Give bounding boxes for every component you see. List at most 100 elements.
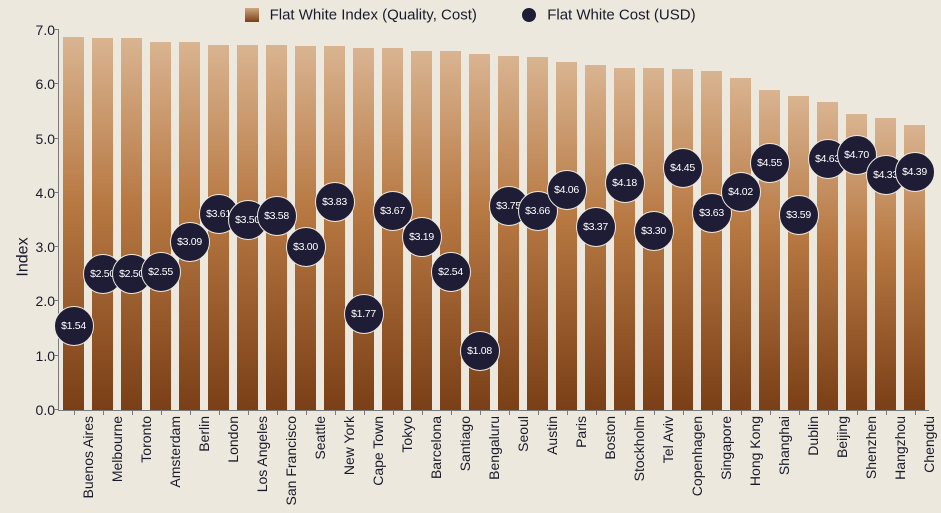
x-tick-label: San Francisco — [283, 416, 299, 505]
cost-dot: $3.59 — [779, 195, 819, 235]
x-tick-label: Melbourne — [109, 416, 125, 482]
cost-dot: $1.54 — [54, 306, 94, 346]
cost-dot: $4.39 — [895, 152, 935, 192]
index-bar — [63, 37, 83, 410]
cost-dot: $4.45 — [663, 148, 703, 188]
cost-dot-label: $1.08 — [467, 345, 492, 357]
cost-dot-label: $4.02 — [728, 186, 753, 198]
x-tick-label: Boston — [602, 416, 618, 460]
x-tick-label: Austin — [544, 416, 560, 455]
x-tick-label: Buenos Aires — [80, 416, 96, 499]
cost-dot: $3.58 — [257, 196, 297, 236]
cost-dot-label: $3.67 — [380, 205, 405, 217]
cost-dot: $3.83 — [315, 182, 355, 222]
x-tick-label: Dublin — [805, 416, 821, 456]
index-bar — [150, 42, 170, 410]
x-tick-label: Paris — [573, 416, 589, 448]
x-tick-label: London — [225, 416, 241, 463]
x-tick-label: Toronto — [138, 416, 154, 463]
cost-dot-label: $4.45 — [670, 162, 695, 174]
x-tick-label: Stockholm — [631, 416, 647, 481]
cost-dot-label: $3.30 — [641, 225, 666, 237]
x-tick-label: Hangzhou — [892, 416, 908, 480]
cost-dot: $2.55 — [141, 252, 181, 292]
cost-dot: $4.18 — [605, 163, 645, 203]
cost-dot-label: $4.06 — [554, 184, 579, 196]
index-bar — [440, 51, 460, 410]
legend-dot-label: Flat White Cost (USD) — [547, 7, 695, 24]
cost-dot: $4.02 — [721, 172, 761, 212]
index-bar — [672, 69, 692, 410]
cost-dot-label: $3.09 — [177, 236, 202, 248]
x-tick-label: Cape Town — [370, 416, 386, 486]
cost-dot-label: $3.59 — [786, 209, 811, 221]
cost-dot-label: $4.55 — [757, 157, 782, 169]
cost-dot: $3.00 — [286, 227, 326, 267]
cost-dot-label: $4.39 — [902, 166, 927, 178]
cost-dot: $4.06 — [547, 170, 587, 210]
x-tick-label: Berlin — [196, 416, 212, 452]
cost-dot-label: $3.63 — [699, 207, 724, 219]
x-tick-label: Chengdu — [921, 416, 937, 473]
index-bar — [121, 38, 141, 410]
cost-dot-label: $3.83 — [322, 196, 347, 208]
cost-dot-label: $4.18 — [612, 177, 637, 189]
index-bar — [556, 62, 576, 411]
cost-dot: $3.37 — [576, 207, 616, 247]
y-tick-label: 2.0 — [23, 293, 55, 309]
index-bar — [701, 71, 721, 410]
y-tick-label: 3.0 — [23, 239, 55, 255]
cost-dot: $2.54 — [431, 252, 471, 292]
legend: Flat White Index (Quality, Cost) Flat Wh… — [0, 6, 941, 24]
x-tick-label: Tel Aviv — [660, 416, 676, 463]
index-bar — [498, 56, 518, 410]
legend-bar-swatch — [245, 8, 259, 22]
cost-dot-label: $3.37 — [583, 221, 608, 233]
x-tick-label: Copenhagen — [689, 416, 705, 496]
x-tick-label: Shenzhen — [863, 416, 879, 479]
cost-dot-label: $1.77 — [351, 308, 376, 320]
cost-dot-label: $3.66 — [525, 205, 550, 217]
x-tick-label: Seattle — [312, 416, 328, 460]
x-tick-label: Bengaluru — [486, 416, 502, 480]
x-tick-label: Santiago — [457, 416, 473, 471]
legend-dot-swatch — [521, 7, 537, 23]
y-tick-label: 0.0 — [23, 402, 55, 418]
x-tick-label: Seoul — [515, 416, 531, 452]
x-tick-label: Amsterdam — [167, 416, 183, 488]
flat-white-chart: Flat White Index (Quality, Cost) Flat Wh… — [0, 0, 941, 513]
y-tick-label: 4.0 — [23, 185, 55, 201]
cost-dot-label: $4.70 — [844, 149, 869, 161]
cost-dot-label: $3.19 — [409, 231, 434, 243]
index-bar — [614, 68, 634, 410]
cost-dot-label: $1.54 — [61, 320, 86, 332]
x-tick-label: Hong Kong — [747, 416, 763, 486]
y-tick-label: 7.0 — [23, 22, 55, 38]
cost-dot: $4.55 — [750, 143, 790, 183]
y-tick-label: 1.0 — [23, 348, 55, 364]
x-tick-label: Singapore — [718, 416, 734, 480]
plot-area: 0.01.02.03.04.05.06.07.0$1.54Buenos Aire… — [58, 30, 929, 411]
cost-dot: $1.77 — [344, 294, 384, 334]
x-tick-label: Barcelona — [428, 416, 444, 479]
cost-dot-label: $3.00 — [293, 241, 318, 253]
cost-dot: $1.08 — [460, 331, 500, 371]
y-tick-label: 5.0 — [23, 131, 55, 147]
y-tick-label: 6.0 — [23, 76, 55, 92]
cost-dot-label: $2.54 — [438, 266, 463, 278]
index-bar — [92, 38, 112, 410]
index-bar — [353, 48, 373, 410]
cost-dot: $3.19 — [402, 217, 442, 257]
index-bar — [324, 46, 344, 410]
cost-dot-label: $3.58 — [264, 210, 289, 222]
x-tick-label: New York — [341, 416, 357, 475]
x-tick-label: Los Angeles — [254, 416, 270, 492]
x-tick-label: Tokyo — [399, 416, 415, 453]
index-bar — [730, 78, 750, 410]
index-bar — [527, 57, 547, 410]
legend-bar-label: Flat White Index (Quality, Cost) — [270, 7, 477, 24]
cost-dot-label: $2.55 — [148, 266, 173, 278]
x-tick-label: Shanghai — [776, 416, 792, 475]
index-bar — [759, 90, 779, 410]
index-bar — [788, 96, 808, 410]
